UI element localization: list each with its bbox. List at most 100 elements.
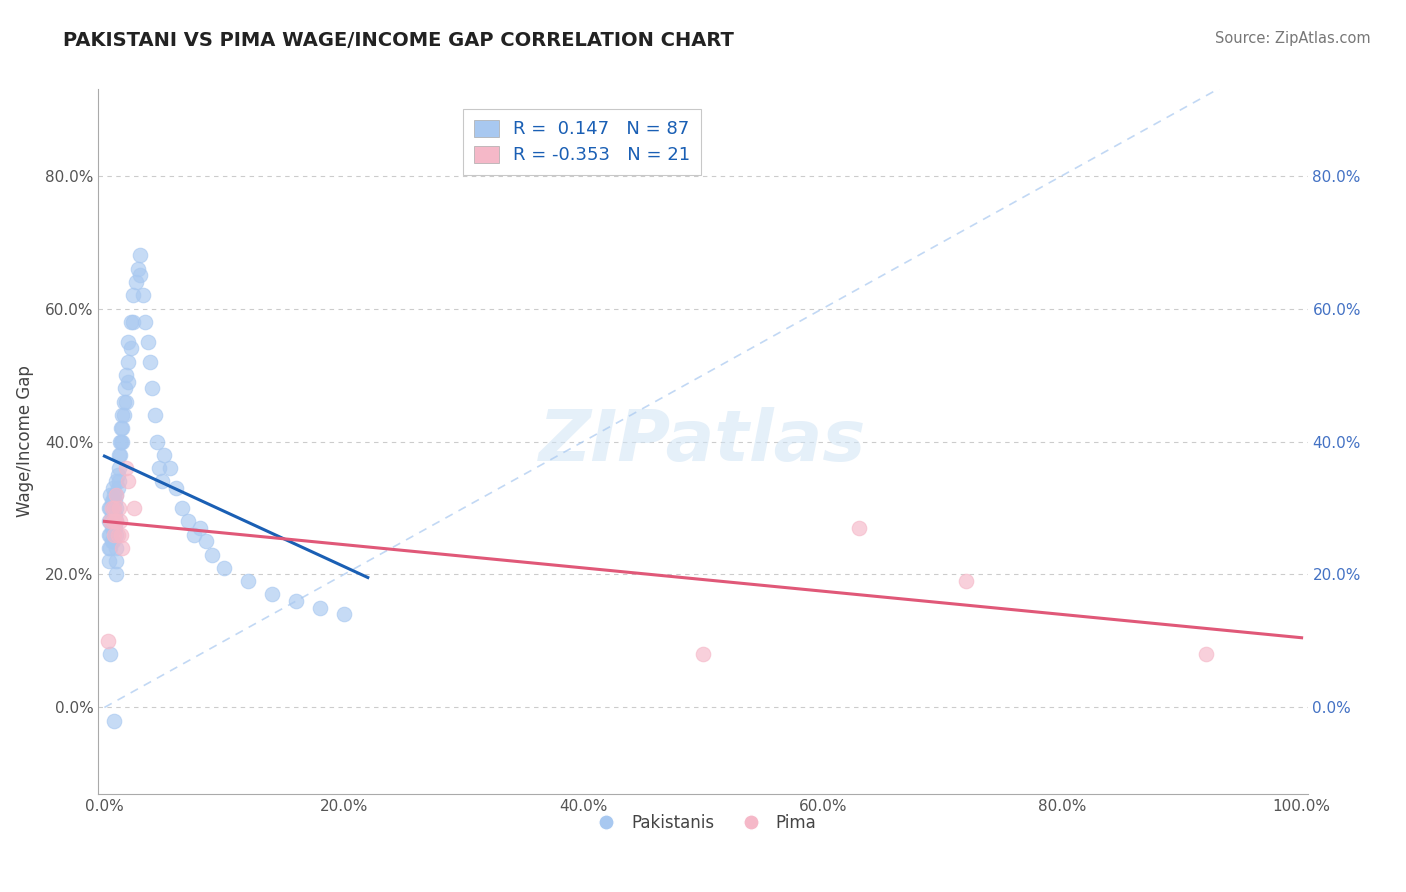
- Point: [107, 461, 129, 475]
- Point: [98, 541, 121, 555]
- Point: [110, 421, 132, 435]
- Point: [111, 541, 134, 555]
- Point: [100, 501, 122, 516]
- Point: [120, 315, 142, 329]
- Point: [103, 714, 125, 728]
- Point: [115, 461, 138, 475]
- Point: [105, 475, 128, 489]
- Point: [143, 408, 166, 422]
- Point: [100, 494, 122, 508]
- Point: [129, 248, 152, 262]
- Point: [111, 421, 134, 435]
- Legend: Pakistanis, Pima: Pakistanis, Pima: [582, 807, 824, 838]
- Point: [100, 541, 122, 555]
- Point: [110, 434, 132, 449]
- Point: [103, 488, 125, 502]
- Point: [105, 541, 128, 555]
- Point: [103, 514, 125, 528]
- Point: [105, 554, 128, 568]
- Point: [120, 342, 142, 356]
- Point: [105, 527, 128, 541]
- Point: [100, 501, 122, 516]
- Point: [97, 634, 120, 648]
- Text: ZIPatlas: ZIPatlas: [540, 407, 866, 476]
- Point: [100, 488, 122, 502]
- Point: [111, 408, 134, 422]
- Point: [115, 394, 138, 409]
- Text: PAKISTANI VS PIMA WAGE/INCOME GAP CORRELATION CHART: PAKISTANI VS PIMA WAGE/INCOME GAP CORREL…: [63, 31, 734, 50]
- Point: [309, 600, 332, 615]
- Point: [98, 554, 121, 568]
- Point: [201, 548, 224, 562]
- Point: [183, 527, 205, 541]
- Point: [107, 467, 129, 482]
- Point: [101, 534, 124, 549]
- Point: [104, 494, 127, 508]
- Point: [188, 521, 211, 535]
- Point: [124, 275, 146, 289]
- Point: [105, 514, 128, 528]
- Point: [108, 514, 131, 528]
- Point: [236, 574, 259, 589]
- Point: [103, 501, 125, 516]
- Point: [115, 368, 138, 382]
- Point: [112, 394, 135, 409]
- Point: [146, 434, 169, 449]
- Point: [260, 587, 283, 601]
- Point: [101, 494, 124, 508]
- Point: [108, 448, 131, 462]
- Point: [103, 527, 125, 541]
- Point: [124, 501, 146, 516]
- Point: [284, 594, 307, 608]
- Point: [153, 448, 176, 462]
- Point: [101, 481, 124, 495]
- Point: [122, 288, 145, 302]
- Point: [114, 381, 136, 395]
- Point: [98, 514, 121, 528]
- Point: [955, 574, 977, 589]
- Point: [107, 448, 129, 462]
- Point: [117, 475, 139, 489]
- Point: [333, 607, 356, 622]
- Point: [139, 355, 162, 369]
- Point: [112, 408, 135, 422]
- Point: [100, 521, 122, 535]
- Point: [107, 527, 129, 541]
- Point: [212, 561, 235, 575]
- Point: [104, 508, 127, 522]
- Point: [132, 288, 155, 302]
- Point: [117, 355, 139, 369]
- Point: [150, 475, 173, 489]
- Point: [105, 567, 128, 582]
- Text: Source: ZipAtlas.com: Source: ZipAtlas.com: [1215, 31, 1371, 46]
- Point: [172, 501, 194, 516]
- Point: [105, 514, 128, 528]
- Point: [105, 488, 128, 502]
- Point: [1195, 647, 1218, 661]
- Point: [98, 527, 121, 541]
- Point: [134, 315, 156, 329]
- Point: [117, 375, 139, 389]
- Point: [98, 501, 121, 516]
- Point: [105, 488, 128, 502]
- Point: [127, 261, 149, 276]
- Point: [101, 508, 124, 522]
- Point: [101, 514, 124, 528]
- Point: [103, 501, 125, 516]
- Point: [100, 514, 122, 528]
- Point: [104, 514, 127, 528]
- Point: [107, 475, 129, 489]
- Point: [195, 534, 218, 549]
- Point: [107, 501, 129, 516]
- Point: [848, 521, 870, 535]
- Point: [111, 434, 134, 449]
- Point: [122, 315, 145, 329]
- Point: [108, 434, 131, 449]
- Point: [107, 481, 129, 495]
- Point: [148, 461, 170, 475]
- Y-axis label: Wage/Income Gap: Wage/Income Gap: [15, 366, 34, 517]
- Point: [136, 334, 159, 349]
- Point: [129, 268, 152, 283]
- Point: [100, 514, 122, 528]
- Point: [100, 534, 122, 549]
